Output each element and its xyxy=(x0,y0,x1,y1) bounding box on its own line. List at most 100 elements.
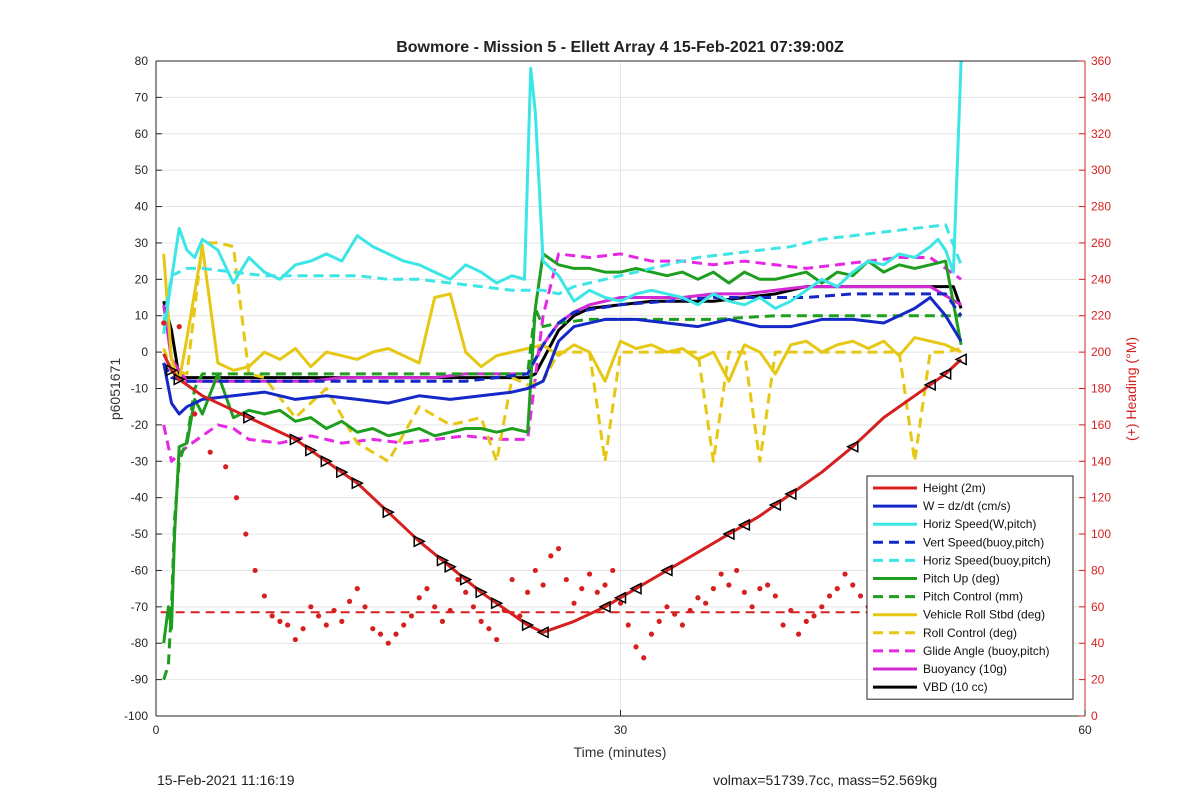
y-tick-label: -70 xyxy=(131,600,149,614)
y-tick-label: 80 xyxy=(135,54,149,68)
heading-point xyxy=(300,626,306,632)
heading-point xyxy=(656,618,662,624)
heading-point xyxy=(486,626,492,632)
y-tick-label: -60 xyxy=(131,563,149,577)
heading-point xyxy=(834,586,840,592)
heading-point xyxy=(826,593,833,599)
height-marker xyxy=(521,618,535,632)
y-tick-label: 0 xyxy=(141,345,148,359)
y-tick-label: -10 xyxy=(131,382,149,396)
heading-point xyxy=(447,607,453,614)
legend-entry: Pitch Control (mm) xyxy=(923,590,1023,604)
height-marker xyxy=(382,506,395,519)
height-markers xyxy=(165,353,967,639)
y-tick-label: 50 xyxy=(135,163,149,177)
heading-point xyxy=(672,611,678,617)
legend-entry: Horiz Speed(W,pitch) xyxy=(923,517,1036,531)
y2-tick-label: 20 xyxy=(1091,673,1105,687)
heading-point xyxy=(532,567,538,574)
x-axis-label: Time (minutes) xyxy=(574,744,667,760)
y2-tick-label: 160 xyxy=(1091,418,1111,432)
y-tick-label: -80 xyxy=(131,636,149,650)
legend-entry: Height (2m) xyxy=(923,481,986,495)
heading-point xyxy=(416,595,422,601)
heading-point xyxy=(579,586,585,592)
heading-point xyxy=(795,631,802,637)
heading-point xyxy=(370,626,376,632)
legend-entry: Buoyancy (10g) xyxy=(923,662,1007,676)
height-marker xyxy=(660,564,673,577)
heading-point xyxy=(252,567,258,574)
heading-point xyxy=(718,571,724,577)
legend-entry: W = dz/dt (cm/s) xyxy=(923,499,1011,513)
y-tick-label: -40 xyxy=(131,491,149,505)
y2-tick-label: 280 xyxy=(1091,200,1111,214)
heading-point xyxy=(385,640,391,646)
heading-point xyxy=(478,618,484,624)
heading-point xyxy=(710,586,717,592)
heading-point xyxy=(323,622,329,628)
height-marker xyxy=(289,433,303,446)
height-marker xyxy=(444,560,457,574)
footer-vehicle-info: volmax=51739.7cc, mass=52.569kg xyxy=(713,772,938,788)
y2-tick-label: 40 xyxy=(1091,636,1105,650)
height-marker xyxy=(475,586,488,599)
heading-point xyxy=(331,607,337,614)
heading-point xyxy=(625,622,631,628)
height-marker xyxy=(784,487,797,501)
heading-point xyxy=(277,618,283,624)
heading-point xyxy=(610,567,616,574)
height-marker xyxy=(173,373,186,386)
heading-point xyxy=(501,607,507,614)
legend: Height (2m) W = dz/dt (cm/s) Horiz Speed(W… xyxy=(866,475,1074,700)
heading-point xyxy=(285,622,291,628)
heading-point xyxy=(734,567,740,574)
y2-tick-label: 0 xyxy=(1091,709,1098,723)
heading-point xyxy=(432,604,438,610)
legend-entry: Vehicle Roll Stbd (deg) xyxy=(923,608,1045,622)
heading-point xyxy=(354,586,360,592)
legend-entry: VBD (10 cc) xyxy=(923,680,988,694)
height-marker xyxy=(243,411,256,424)
heading-point xyxy=(703,600,709,606)
series-vehicle-roll-stbd-deg xyxy=(162,245,962,383)
heading-point xyxy=(494,636,500,643)
heading-point xyxy=(192,411,198,417)
chart: 80706050403020100-10-20-30-40-50-60-70-8… xyxy=(107,39,1139,760)
heading-point xyxy=(594,589,600,595)
legend-entry: Pitch Up (deg) xyxy=(923,572,1000,586)
height-marker xyxy=(722,527,735,541)
legend-entry: Roll Control (deg) xyxy=(923,626,1017,640)
height-marker xyxy=(923,378,936,392)
y-tick-label: 40 xyxy=(135,200,149,214)
height-marker xyxy=(351,476,364,490)
heading-point xyxy=(726,582,732,588)
heading-point xyxy=(633,644,639,650)
y-tick-label: -90 xyxy=(131,673,149,687)
series-layer xyxy=(160,61,969,681)
heading-point xyxy=(161,320,167,326)
heading-point xyxy=(803,618,809,624)
heading-point xyxy=(842,571,848,577)
y2-tick-label: 60 xyxy=(1091,600,1105,614)
series-w-dz-dt-cm-s xyxy=(162,296,963,416)
y2-tick-label: 360 xyxy=(1091,54,1111,68)
y2-tick-label: 140 xyxy=(1091,454,1111,468)
y2-tick-label: 340 xyxy=(1091,90,1111,104)
heading-point xyxy=(741,589,747,595)
heading-point xyxy=(517,613,523,619)
y2-tick-label: 240 xyxy=(1091,272,1111,286)
height-marker xyxy=(938,367,952,381)
height-marker xyxy=(165,364,179,377)
height-marker xyxy=(490,596,504,610)
y-tick-label: 70 xyxy=(135,90,149,104)
heading-point xyxy=(850,582,856,588)
height-marker xyxy=(846,440,859,453)
heading-point xyxy=(455,576,461,583)
heading-point xyxy=(780,622,786,628)
plot-area: 80706050403020100-10-20-30-40-50-60-70-8… xyxy=(124,54,1111,737)
heading-point xyxy=(393,631,399,637)
height-marker xyxy=(413,535,426,548)
x-tick-label: 60 xyxy=(1078,723,1092,737)
y2-tick-label: 260 xyxy=(1091,236,1111,250)
